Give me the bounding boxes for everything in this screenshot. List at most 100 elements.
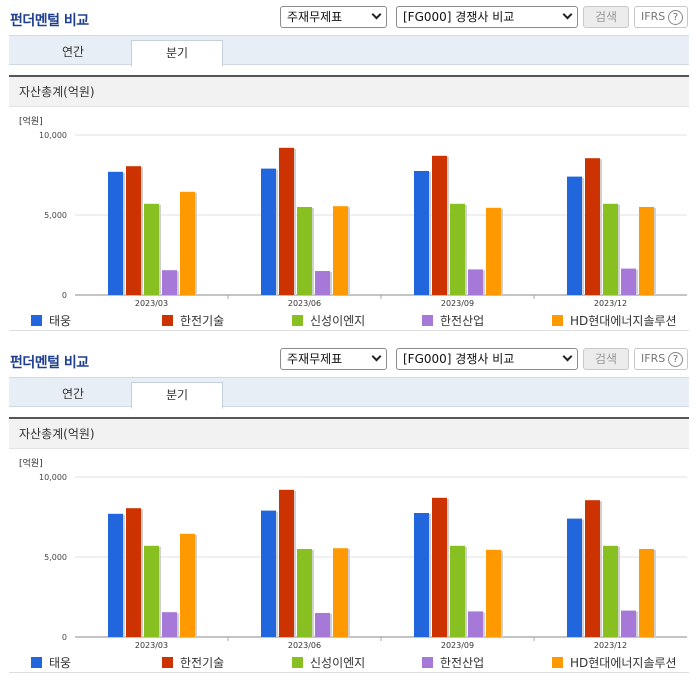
ifrs-button[interactable]: IFRS ? (634, 348, 688, 370)
period-tabbar: 연간 분기 (9, 35, 689, 67)
chevron-down-icon (371, 9, 382, 20)
bar (315, 271, 330, 295)
y-tick-label: 5,000 (44, 553, 67, 562)
x-tick-label: 2023/09 (441, 299, 474, 308)
panel-title: 펀더멘털 비교 (10, 13, 89, 29)
bar (414, 513, 429, 637)
statement-type-select[interactable]: 주재무제표 (280, 6, 387, 28)
legend-swatch (292, 315, 303, 326)
bar-chart-svg: [억원] 0 5,000 10,000 2023/03 2023/06 2023/09 202… (19, 457, 687, 650)
legend-item[interactable]: 태웅 (31, 313, 71, 329)
bar (333, 206, 348, 295)
bar (486, 549, 501, 637)
chart-card-title: 자산총계(억원) (9, 419, 689, 449)
bar (126, 166, 141, 295)
legend-item[interactable]: HD현대에너지솔루션 (552, 313, 677, 329)
bar (432, 497, 447, 637)
y-tick-label: 5,000 (44, 211, 67, 220)
bar (585, 500, 600, 637)
bar (279, 489, 294, 637)
ifrs-button[interactable]: IFRS ? (634, 6, 688, 28)
bar (162, 612, 177, 637)
legend-label: 한전산업 (440, 314, 485, 328)
chart-legend: 태웅 한전기술 신성이엔지 한전산업 HD현대에너지솔루션 (9, 653, 689, 673)
bar (180, 191, 195, 295)
chevron-down-icon (562, 351, 573, 362)
ifrs-label: IFRS (641, 352, 666, 365)
legend-label: 한전기술 (180, 314, 225, 328)
legend-swatch (162, 657, 173, 668)
x-tick-label: 2023/06 (288, 641, 321, 650)
tab-quarterly[interactable]: 분기 (131, 40, 223, 67)
help-icon[interactable]: ? (668, 352, 683, 367)
tab-annual[interactable]: 연간 (61, 45, 85, 59)
legend-item[interactable]: 한전산업 (422, 655, 484, 671)
bar (315, 613, 330, 637)
y-tick-label: 10,000 (39, 473, 67, 482)
tab-annual[interactable]: 연간 (61, 387, 85, 401)
chart-card-title: 자산총계(억원) (9, 77, 689, 107)
statement-type-value: 주재무제표 (287, 10, 343, 24)
x-tick-label: 2023/12 (594, 299, 627, 308)
legend-swatch (552, 315, 563, 326)
bar (621, 610, 636, 637)
x-tick-label: 2023/06 (288, 299, 321, 308)
legend-item[interactable]: HD현대에너지솔루션 (552, 655, 677, 671)
x-tick-label: 2023/09 (441, 641, 474, 650)
bar (261, 510, 276, 637)
legend-item[interactable]: 한전기술 (162, 313, 224, 329)
bar (450, 203, 465, 295)
search-button[interactable]: 검색 (583, 6, 629, 28)
legend-label: HD현대에너지솔루션 (570, 656, 677, 670)
bar (603, 203, 618, 295)
legend-label: 태웅 (49, 314, 72, 328)
bar (144, 203, 159, 295)
y-tick-label: 0 (62, 291, 67, 300)
bar (432, 155, 447, 295)
statement-type-select[interactable]: 주재무제표 (280, 348, 387, 370)
peer-group-select[interactable]: [FG000] 경쟁사 비교 (396, 6, 578, 28)
x-tick-label: 2023/03 (135, 641, 168, 650)
legend-swatch (31, 315, 42, 326)
search-button[interactable]: 검색 (583, 348, 629, 370)
bar (162, 270, 177, 295)
legend-swatch (292, 657, 303, 668)
bar (297, 549, 312, 637)
legend-label: 태웅 (49, 656, 72, 670)
total-assets-chart: [억원] 0 5,000 10,000 2023/03 2023/06 2023/09 202… (9, 452, 689, 652)
bar-chart-svg: [억원] 0 5,000 10,000 2023/03 2023/06 2023/09 202… (19, 115, 687, 308)
legend-swatch (422, 657, 433, 668)
legend-label: 신성이엔지 (310, 656, 366, 670)
bar (621, 268, 636, 295)
legend-item[interactable]: 한전기술 (162, 655, 224, 671)
legend-item[interactable]: 태웅 (31, 655, 71, 671)
chart-card: 자산총계(억원) [억원] 0 5,000 10,000 2023/03 2023/06 2… (9, 417, 689, 679)
legend-label: HD현대에너지솔루션 (570, 314, 677, 328)
chart-card: 자산총계(억원) [억원] 0 5,000 10,000 2023/03 2023/06 2… (9, 75, 689, 337)
x-tick-label: 2023/12 (594, 641, 627, 650)
chevron-down-icon (371, 351, 382, 362)
legend-swatch (422, 315, 433, 326)
bar (279, 147, 294, 295)
legend-swatch (552, 657, 563, 668)
bar (567, 518, 582, 637)
bar (333, 548, 348, 637)
bar (108, 171, 123, 295)
legend-item[interactable]: 신성이엔지 (292, 655, 365, 671)
help-icon[interactable]: ? (668, 10, 683, 25)
unit-label: [억원] (19, 115, 43, 127)
peer-group-select[interactable]: [FG000] 경쟁사 비교 (396, 348, 578, 370)
legend-item[interactable]: 한전산업 (422, 313, 484, 329)
bar (486, 207, 501, 295)
chevron-down-icon (562, 9, 573, 20)
bar (261, 168, 276, 295)
bar (180, 533, 195, 637)
legend-item[interactable]: 신성이엔지 (292, 313, 365, 329)
tab-quarterly[interactable]: 분기 (131, 382, 223, 409)
legend-swatch (162, 315, 173, 326)
bar (108, 513, 123, 637)
period-tabbar: 연간 분기 (9, 377, 689, 409)
y-tick-label: 10,000 (39, 131, 67, 140)
bar (414, 171, 429, 295)
bar (468, 269, 483, 295)
